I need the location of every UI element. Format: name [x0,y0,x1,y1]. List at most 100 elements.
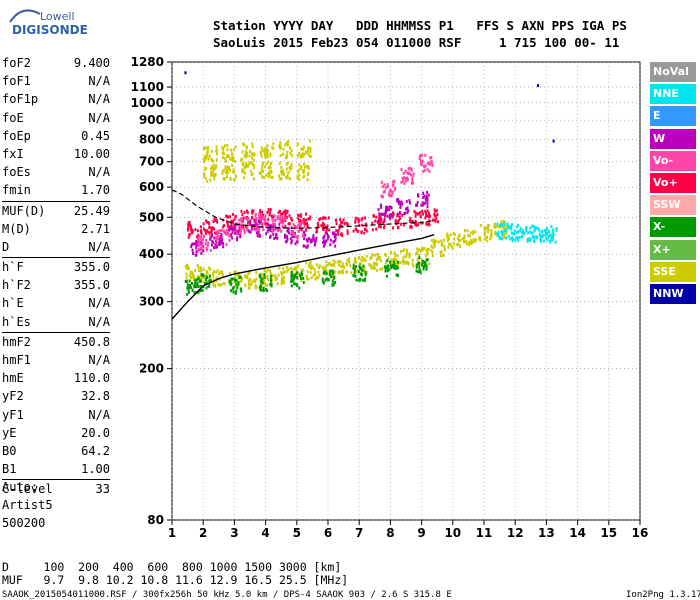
echo-point-x [200,279,203,283]
param-name: foEs [2,165,31,180]
echo-point-sse [234,275,237,279]
echo-point-x [206,276,209,280]
echo-point-vo [383,189,386,193]
echo-point-sse [204,274,207,278]
echo-point-vo [324,231,327,235]
echo-point-sse [354,257,357,261]
param-value: N/A [88,239,110,254]
echo-point-vo [229,215,232,219]
echo-point-vo [264,222,267,226]
echo-point-vo [240,223,243,227]
echo-point-nne [541,229,544,233]
echo-point-nne [520,235,523,239]
echo-point-x [196,285,199,289]
echo-point-x [323,270,326,274]
echo-point-x [386,269,389,273]
echo-point-vo [400,180,403,184]
echo-point-vo [227,230,230,234]
echo-point-w [265,232,268,236]
echo-point-vo [415,223,418,227]
echo-point-vo [383,219,386,223]
param-row: yE 20.0 [2,424,110,442]
echo-point-sse [371,253,374,257]
echo-point-sse [252,166,255,170]
echo-point-x [290,272,293,276]
echo-point-sse [466,229,469,233]
echo-point-sse [187,266,190,270]
echo-point-vo [267,208,270,212]
echo-point-sse [190,275,193,279]
param-name: hmF1 [2,353,31,367]
echo-point-sse [470,239,473,243]
echo-point-vo [337,229,340,233]
echo-point-vo [343,222,346,226]
echo-point-w [381,213,384,217]
echo-point-sse [218,272,221,276]
echo-point-x [357,270,360,274]
echo-point-sse [459,245,462,249]
echo-point-nne [536,226,539,230]
echo-point-w [256,234,259,238]
echo-point-sse [254,286,257,290]
echo-point-sse [479,223,482,227]
echo-point-sse [440,250,443,254]
echo-point-vo [424,209,427,213]
x-tick-label: 13 [538,526,555,540]
echo-point-vo [339,221,342,225]
echo-point-sse [213,177,216,181]
param-value: 25.49 [73,203,110,218]
echo-point-w [194,242,197,246]
echo-point-sse [209,167,212,171]
echo-point-sse [226,165,229,169]
echo-point-w [214,243,217,247]
echo-point-vo [235,222,238,226]
echo-point-w [248,221,251,225]
echo-point-sse [247,283,250,287]
echo-point-vo [280,218,283,222]
echo-point-sse [334,275,337,279]
legend-item-ssw: SSW [650,195,696,216]
echo-point-sse [358,256,361,260]
echo-point-vo [277,229,280,233]
echo-point-x [325,277,328,281]
echo-point-vo [251,210,254,214]
echo-point-sse [284,143,287,147]
echo-point-nne [501,230,504,234]
x-tick-label: 8 [386,526,394,540]
echo-point-sse [400,250,403,254]
echo-point-sse [282,173,285,177]
echo-point-vo [259,213,262,217]
echo-point-vo [410,181,413,185]
echo-point-sse [287,143,290,147]
echo-point-sse [252,153,255,157]
echo-point-w [380,205,383,209]
echo-point-sse [469,231,472,235]
echo-point-vo [223,231,226,235]
echo-point-vo [414,211,417,215]
echo-point-sse [348,257,351,261]
echo-point-vo [297,224,300,228]
echo-point-nne [517,239,520,243]
echo-point-sse [453,237,456,241]
echo-point-nne [499,236,502,240]
echo-point-sse [356,268,359,272]
echo-point-sse [300,268,303,272]
echo-point-w [283,235,286,239]
x-tick-label: 6 [324,526,332,540]
echo-point-vo [410,168,413,172]
echo-point-w [271,225,274,229]
echo-point-sse [307,149,310,153]
echo-point-x [290,270,293,274]
echo-point-vo [299,213,302,217]
x-tick-label: 4 [261,526,269,540]
echo-point-vo [306,221,309,225]
echo-point-sse [260,169,263,173]
echo-point-sse [314,277,317,281]
echo-point-x [301,272,304,276]
echo-point-vo [428,221,431,225]
echo-point-vo [335,222,338,226]
echo-point-nne [547,230,550,234]
echo-point-w [377,208,380,212]
param-value: N/A [88,296,110,311]
echo-point-sse [212,174,215,178]
